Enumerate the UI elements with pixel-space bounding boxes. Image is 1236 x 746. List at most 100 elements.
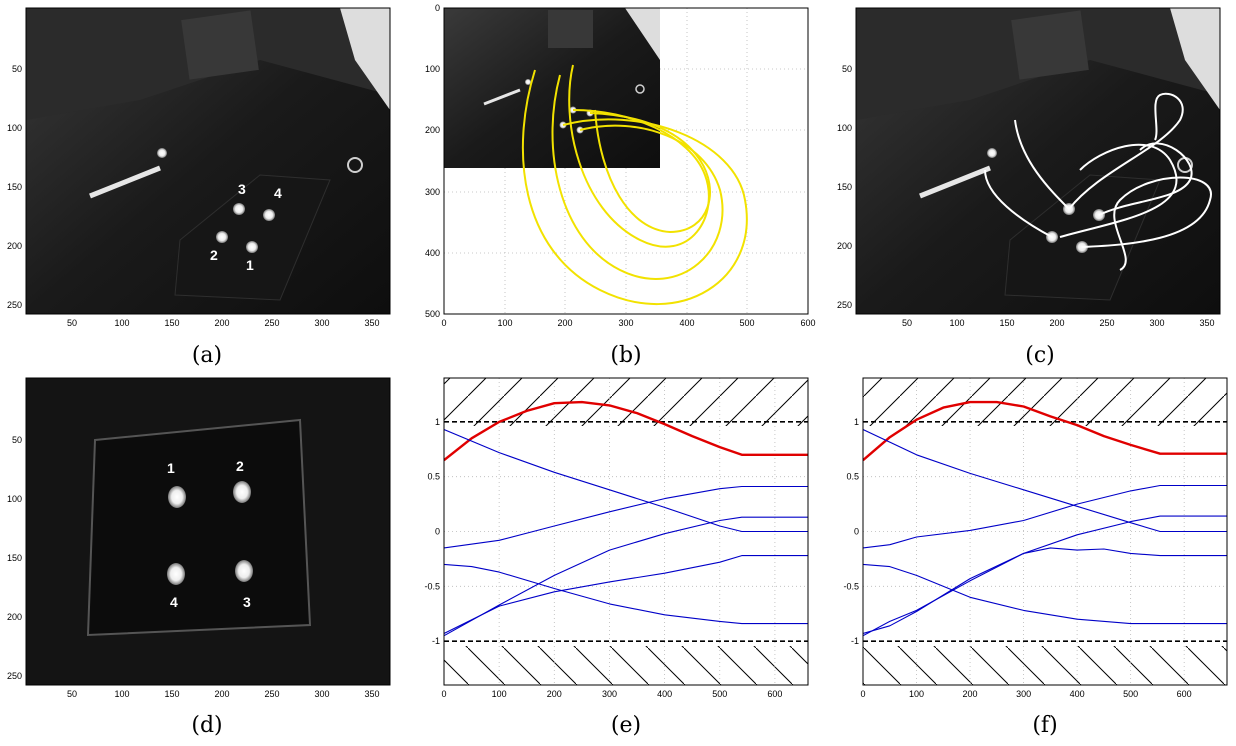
- x-tick: 200: [557, 318, 572, 328]
- x-tick: 400: [679, 318, 694, 328]
- marker-label-4: 4: [274, 185, 282, 201]
- x-tick: 0: [441, 318, 446, 328]
- x-tick-label: 400: [1070, 689, 1085, 699]
- series-line-blue: [444, 563, 808, 625]
- x-tick: 250: [1099, 318, 1114, 328]
- panel-b: 0 100 200 300 400 500 600 0 100 200 300 …: [425, 3, 816, 368]
- x-tick: 50: [67, 318, 77, 328]
- y-tick-label: -0.5: [843, 581, 859, 591]
- y-tick: 100: [7, 494, 22, 504]
- series-line-blue: [863, 429, 1227, 533]
- caption-a: (a): [192, 343, 222, 368]
- plot-e: [444, 378, 808, 685]
- marker-dot: [167, 563, 185, 585]
- caption-b: (b): [610, 343, 641, 368]
- photo-b: [444, 8, 660, 168]
- marker-label-2: 2: [210, 247, 218, 263]
- x-tick: 600: [800, 318, 815, 328]
- marker-label-3: 3: [238, 181, 246, 197]
- trajectory-c: [984, 92, 1212, 271]
- series-line-blue: [444, 485, 808, 549]
- x-tick: 300: [1149, 318, 1164, 328]
- y-tick: 100: [7, 123, 22, 133]
- y-tick: 50: [12, 435, 22, 445]
- x-tick: 350: [364, 689, 379, 699]
- trajectory-b: [521, 64, 748, 306]
- caption-f: (f): [1032, 713, 1057, 738]
- y-tick-label: 0.5: [846, 472, 859, 482]
- y-tick: 250: [7, 300, 22, 310]
- y-tick: 100: [425, 64, 440, 74]
- x-tick-label: 0: [860, 689, 865, 699]
- x-tick: 250: [264, 689, 279, 699]
- hatch-lower: [444, 646, 808, 685]
- y-tick: 200: [7, 241, 22, 251]
- plot-f: [863, 378, 1227, 685]
- y-tick: 500: [425, 309, 440, 319]
- y-tick: 50: [12, 64, 22, 74]
- x-tick: 100: [114, 689, 129, 699]
- x-tick: 50: [902, 318, 912, 328]
- y-tick: 150: [7, 553, 22, 563]
- y-tick: 200: [837, 241, 852, 251]
- x-tick-label: 300: [602, 689, 617, 699]
- y-tick: 200: [7, 612, 22, 622]
- x-tick: 500: [739, 318, 754, 328]
- caption-c: (c): [1025, 343, 1055, 368]
- y-tick: 250: [7, 671, 22, 681]
- marker-label-1: 1: [246, 257, 254, 273]
- series-line-blue: [863, 547, 1227, 635]
- marker-label-4: 4: [170, 594, 178, 610]
- x-tick: 300: [314, 318, 329, 328]
- x-tick: 250: [264, 318, 279, 328]
- y-tick: 0: [435, 3, 440, 13]
- photo-a: [26, 8, 390, 314]
- hatch-upper: [444, 378, 808, 426]
- x-tick: 150: [164, 689, 179, 699]
- marker-label-3: 3: [243, 594, 251, 610]
- y-tick-label: 1: [854, 417, 859, 427]
- x-tick: 300: [618, 318, 633, 328]
- y-tick-label: 0: [854, 527, 859, 537]
- y-tick-label: 1: [435, 417, 440, 427]
- x-tick: 100: [949, 318, 964, 328]
- y-tick-label: -1: [432, 636, 440, 646]
- series-line-blue: [863, 563, 1227, 625]
- marker-dot: [233, 481, 251, 503]
- axis-ticks-a: 50 100 150 200 250 300 350 50 100 150 20…: [7, 64, 380, 328]
- marker-label-1: 1: [167, 460, 175, 476]
- panel-a: 1 2 3 4 50 100 150 200 250 300 350 50 10…: [7, 7, 391, 368]
- x-tick: 100: [497, 318, 512, 328]
- axis-ticks-d: 50 100 150 200 250 300 350 50 100 150 20…: [7, 435, 380, 699]
- series-line-blue: [444, 555, 808, 634]
- panel-d: 1 2 3 4 50 100 150 200 250 300 350 50 10…: [7, 377, 391, 738]
- x-tick: 50: [67, 689, 77, 699]
- x-tick: 150: [999, 318, 1014, 328]
- y-tick: 150: [7, 182, 22, 192]
- marker-dot: [235, 560, 253, 582]
- y-tick: 250: [837, 300, 852, 310]
- x-tick-label: 300: [1016, 689, 1031, 699]
- y-tick: 150: [837, 182, 852, 192]
- x-tick-label: 600: [1177, 689, 1192, 699]
- x-tick-label: 200: [547, 689, 562, 699]
- x-tick-label: 500: [1123, 689, 1138, 699]
- series-line-blue: [444, 516, 808, 637]
- hatch-lower: [863, 646, 1227, 685]
- series-line-red: [863, 400, 1227, 462]
- x-tick-label: 100: [909, 689, 924, 699]
- x-tick-label: 500: [712, 689, 727, 699]
- x-tick: 300: [314, 689, 329, 699]
- y-tick: 400: [425, 248, 440, 258]
- y-tick: 300: [425, 187, 440, 197]
- x-tick-label: 0: [441, 689, 446, 699]
- y-tick: 50: [842, 64, 852, 74]
- x-tick: 350: [364, 318, 379, 328]
- x-tick-label: 100: [492, 689, 507, 699]
- axis-ticks-b: 0 100 200 300 400 500 600 0 100 200 300 …: [425, 3, 816, 328]
- y-tick-label: -1: [851, 636, 859, 646]
- y-tick-label: 0.5: [427, 472, 440, 482]
- series-line-red: [444, 400, 808, 462]
- x-tick: 100: [114, 318, 129, 328]
